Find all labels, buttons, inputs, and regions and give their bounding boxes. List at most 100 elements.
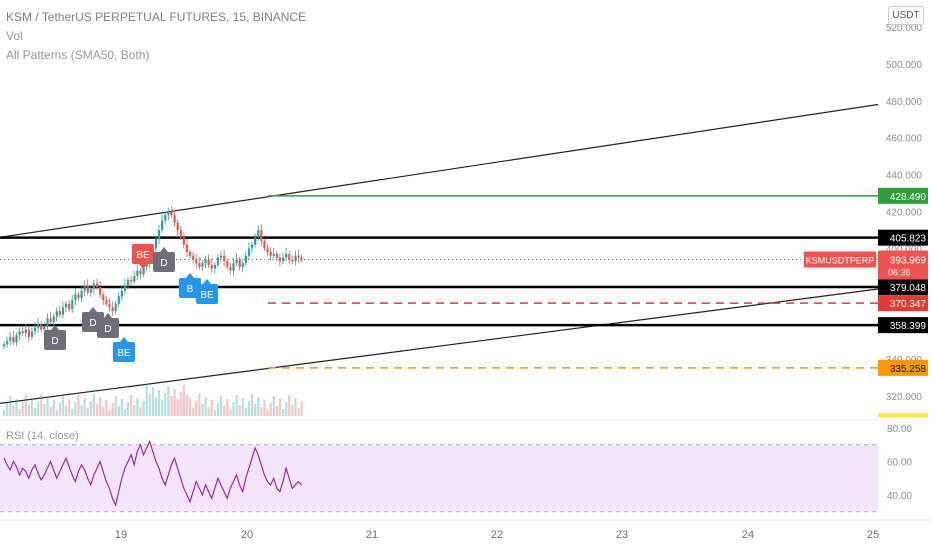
- candle-body: [111, 307, 114, 312]
- candle-body: [300, 257, 303, 260]
- volume-bar: [272, 396, 275, 416]
- candle-body: [238, 259, 241, 267]
- chart-legend: KSM / TetherUS PERPETUAL FUTURES, 15, BI…: [6, 8, 306, 65]
- volume-bar: [254, 404, 257, 416]
- volume-bar: [30, 398, 34, 416]
- candle-body: [133, 276, 136, 282]
- volume-bar: [297, 408, 300, 416]
- orange-dashed-label-text: 335.258: [890, 364, 927, 375]
- pattern-label-box: [44, 330, 66, 350]
- candle-body: [235, 259, 238, 264]
- candle-body: [210, 265, 213, 269]
- rsi-axis[interactable]: 80.00 60.00 40.00: [887, 424, 912, 502]
- candle-body: [145, 263, 148, 267]
- pattern-label[interactable]: BE: [196, 279, 218, 304]
- candle-body: [130, 279, 133, 282]
- candle-body: [12, 336, 15, 343]
- volume-bar: [207, 407, 210, 416]
- candle-body: [136, 270, 139, 277]
- volume-bar: [27, 405, 30, 416]
- time-tick-label: 24: [742, 529, 754, 541]
- candle-body: [297, 255, 300, 258]
- candle-body: [154, 239, 158, 249]
- candle-body: [123, 285, 127, 291]
- candle-body: [278, 257, 282, 262]
- volume-bar: [102, 407, 105, 416]
- patterns-indicator-label[interactable]: All Patterns (SMA50, Both): [6, 48, 150, 62]
- volume-bar: [247, 401, 251, 416]
- candle-body: [61, 307, 65, 315]
- candle-body: [198, 263, 201, 267]
- volume-bar: [291, 405, 294, 416]
- candle-body: [161, 220, 164, 230]
- candle-body: [120, 290, 123, 297]
- volume-indicator-label[interactable]: Vol: [6, 29, 23, 43]
- pattern-label[interactable]: B: [179, 273, 201, 298]
- candle-body: [220, 255, 223, 258]
- pattern-label[interactable]: BE: [132, 244, 154, 269]
- volume-bar: [235, 395, 238, 416]
- rsi-line[interactable]: [3, 439, 303, 507]
- candle-body: [114, 303, 117, 312]
- currency-button[interactable]: USDT: [888, 6, 924, 25]
- candle-body: [282, 257, 285, 262]
- candle-body: [288, 253, 291, 260]
- candle-body: [40, 324, 43, 330]
- volume-bar: [176, 399, 179, 416]
- upper-trendline: [0, 103, 879, 238]
- candle-body: [102, 294, 105, 301]
- candle-body: [294, 255, 297, 262]
- candle-body: [83, 285, 86, 291]
- last-price-badge: [878, 250, 928, 280]
- volume-bar: [241, 398, 244, 416]
- candle-body: [43, 325, 46, 330]
- volume-bar: [40, 394, 43, 416]
- red-dashed-label-text: 370.347: [890, 299, 927, 310]
- candle-body: [65, 303, 68, 308]
- candle-body: [223, 255, 226, 262]
- volume-bar: [71, 409, 74, 416]
- candle-body: [92, 283, 96, 289]
- candle-body: [192, 255, 195, 260]
- candle-body: [18, 331, 21, 336]
- candle-body: [285, 253, 288, 258]
- price-axis[interactable]: 520.000 500.000 480.000 460.000 440.000 420.0…: [886, 23, 923, 403]
- volume-bar: [173, 389, 176, 416]
- candle-body: [46, 318, 49, 326]
- volume-bar: [92, 394, 96, 416]
- volume-bar: [164, 393, 167, 416]
- volume-bar: [300, 401, 303, 416]
- candle-body: [263, 241, 266, 249]
- volume-bar: [120, 399, 123, 416]
- pattern-label-box: [153, 252, 175, 272]
- candle-body: [213, 265, 216, 269]
- pattern-label[interactable]: D: [153, 247, 175, 272]
- lower-trendline: [0, 288, 879, 404]
- volume-bar: [99, 397, 102, 416]
- volume-bar: [213, 410, 216, 416]
- candle-body: [185, 244, 189, 253]
- pattern-label[interactable]: BE: [113, 337, 135, 362]
- rsi-indicator-label[interactable]: RSI (14, close): [6, 430, 79, 442]
- volume-bar: [80, 405, 83, 416]
- pattern-label[interactable]: D: [97, 313, 119, 338]
- symbol-tag-box: [804, 251, 876, 268]
- price-tick-label: 400.000: [886, 244, 923, 255]
- candle-body: [9, 336, 12, 341]
- pattern-label[interactable]: D: [44, 325, 66, 350]
- time-axis[interactable]: 19 20 21 22 23 24 25: [115, 529, 879, 541]
- volume-bar: [6, 403, 9, 416]
- black-line-3-label-box: [878, 317, 928, 334]
- volume-bar: [58, 403, 61, 416]
- pattern-label-text: B: [187, 284, 194, 295]
- volume-bar: [223, 406, 226, 416]
- candle-body: [167, 211, 170, 216]
- candle-body: [229, 266, 232, 271]
- pattern-label-text: BE: [136, 250, 150, 261]
- candle-body: [80, 290, 83, 299]
- black-line-2-label-box: [878, 279, 928, 296]
- rsi-tick-label: 80.00: [887, 424, 912, 435]
- volume-bar: [185, 395, 189, 416]
- volume-bar: [226, 399, 229, 416]
